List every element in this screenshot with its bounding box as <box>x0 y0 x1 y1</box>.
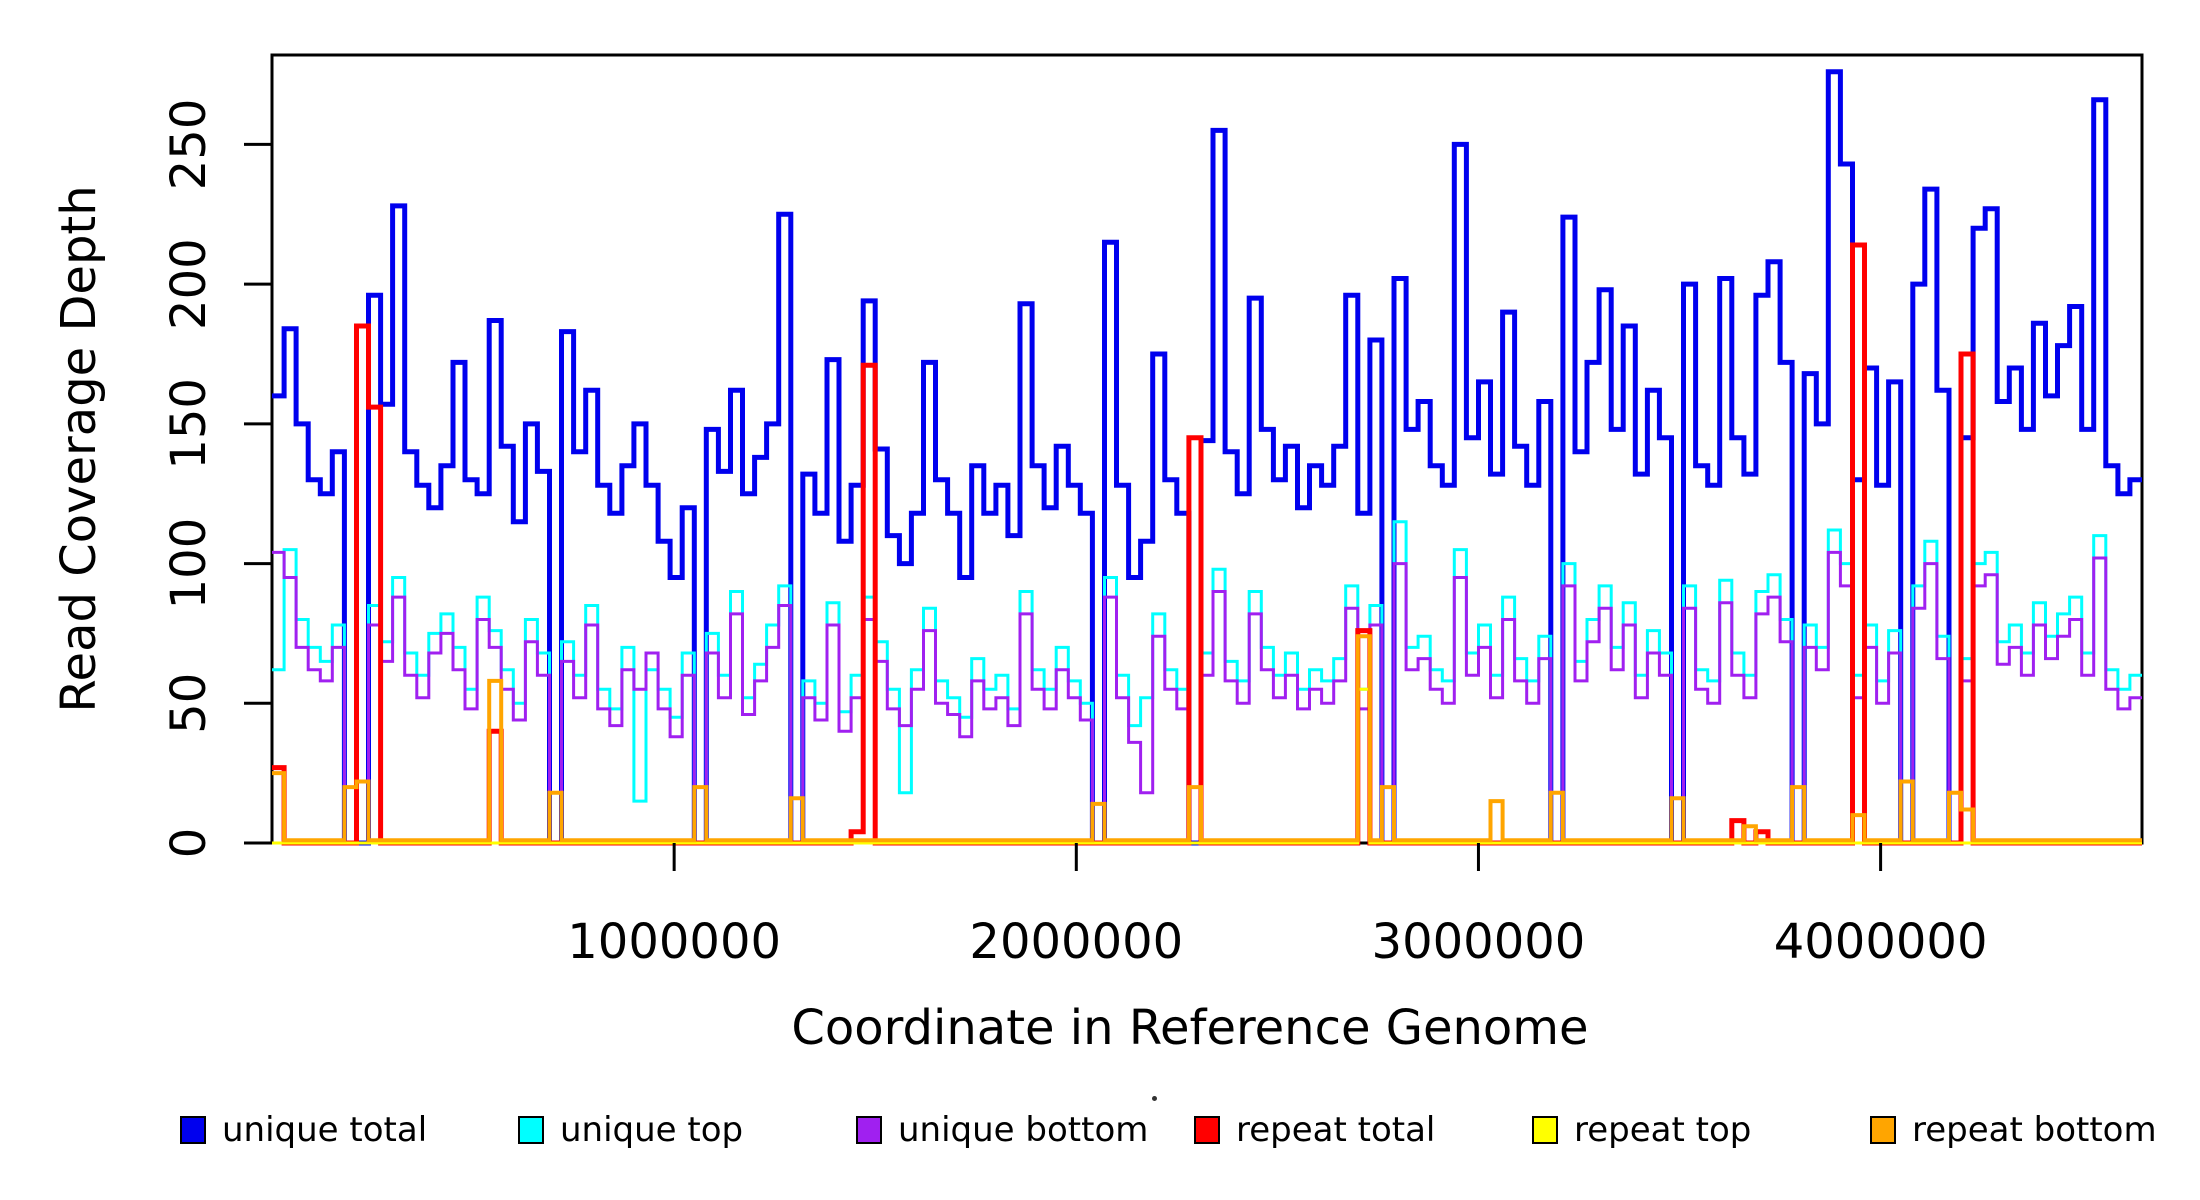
repeat-top-swatch-icon <box>1532 1116 1558 1144</box>
legend-item-unique-top: unique top <box>518 1106 743 1154</box>
y-axis-title: Read Coverage Depth <box>51 185 107 712</box>
y-tick-label: 150 <box>161 378 217 470</box>
legend-label: repeat bottom <box>1912 1110 2157 1150</box>
series-repeat-total-line <box>272 242 2142 846</box>
legend-item-repeat-top: repeat top <box>1532 1106 1751 1154</box>
series-unique-total-line <box>272 69 2142 846</box>
series-repeat-bottom-line <box>272 634 2142 843</box>
y-tick-label: 50 <box>161 673 217 734</box>
x-tick-label: 4000000 <box>1774 914 1988 970</box>
legend: unique total unique top unique bottom re… <box>0 1106 2200 1154</box>
y-tick-label: 250 <box>161 99 217 191</box>
series-unique-bottom-line <box>272 550 2142 845</box>
axis-layer: 1000000 2000000 3000000 4000000 0 50 100 150 200… <box>161 99 1987 970</box>
legend-label: unique total <box>222 1110 428 1150</box>
x-tick-label: 3000000 <box>1372 914 1586 970</box>
unique-bottom-swatch-icon <box>856 1116 882 1144</box>
legend-item-repeat-total: repeat total <box>1194 1106 1435 1154</box>
repeat-bottom-swatch-icon <box>1870 1116 1896 1144</box>
series-repeat-top-line <box>272 687 2142 845</box>
x-tick-label: 2000000 <box>969 914 1183 970</box>
series-unique-top-line <box>272 520 2142 845</box>
legend-item-repeat-bottom: repeat bottom <box>1870 1106 2157 1154</box>
legend-label: unique bottom <box>898 1110 1149 1150</box>
unique-top-swatch-icon <box>518 1116 544 1144</box>
repeat-total-swatch-icon <box>1194 1116 1220 1144</box>
legend-label: unique top <box>560 1110 744 1150</box>
legend-label: repeat total <box>1236 1110 1436 1150</box>
y-tick-label: 200 <box>161 238 217 330</box>
x-axis-title: Coordinate in Reference Genome <box>791 1000 1588 1056</box>
y-tick-label: 100 <box>161 518 217 610</box>
plot-frame <box>270 53 2144 845</box>
legend-item-unique-bottom: unique bottom <box>856 1106 1148 1154</box>
unique-total-swatch-icon <box>180 1116 206 1144</box>
x-tick-label: 1000000 <box>567 914 781 970</box>
legend-item-unique-total: unique total <box>180 1106 427 1154</box>
series-layer <box>272 69 2142 846</box>
y-tick-label: 0 <box>161 828 217 859</box>
stray-dot <box>1152 1096 1157 1101</box>
legend-label: repeat top <box>1574 1110 1752 1150</box>
